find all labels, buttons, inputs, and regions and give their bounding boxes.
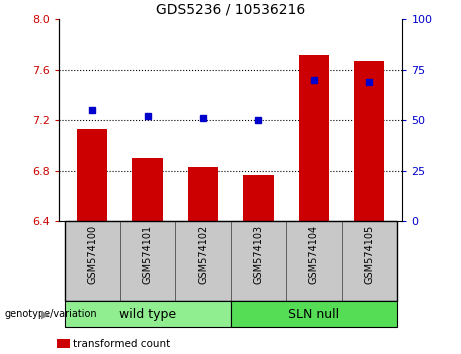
Bar	[65, 301, 231, 327]
Bar	[77, 129, 107, 221]
Bar	[188, 167, 218, 221]
Text: GSM574101: GSM574101	[142, 225, 153, 284]
Bar	[175, 221, 231, 301]
Bar	[65, 221, 120, 301]
Bar	[354, 61, 384, 221]
Text: wild type: wild type	[119, 308, 176, 321]
Title: GDS5236 / 10536216: GDS5236 / 10536216	[156, 3, 305, 17]
Bar	[299, 55, 329, 221]
Bar	[231, 301, 397, 327]
Bar	[132, 158, 163, 221]
Bar	[57, 339, 70, 348]
Text: genotype/variation: genotype/variation	[5, 309, 97, 319]
Text: GSM574100: GSM574100	[87, 225, 97, 284]
Bar	[231, 221, 286, 301]
Text: GSM574103: GSM574103	[254, 225, 263, 284]
Bar	[286, 221, 342, 301]
Bar	[120, 221, 175, 301]
Text: GSM574105: GSM574105	[364, 225, 374, 285]
Text: transformed count: transformed count	[73, 339, 171, 349]
Bar	[342, 221, 397, 301]
Text: ▶: ▶	[41, 309, 50, 319]
Bar	[243, 175, 274, 221]
Text: SLN null: SLN null	[288, 308, 339, 321]
Text: GSM574104: GSM574104	[309, 225, 319, 284]
Text: GSM574102: GSM574102	[198, 225, 208, 285]
